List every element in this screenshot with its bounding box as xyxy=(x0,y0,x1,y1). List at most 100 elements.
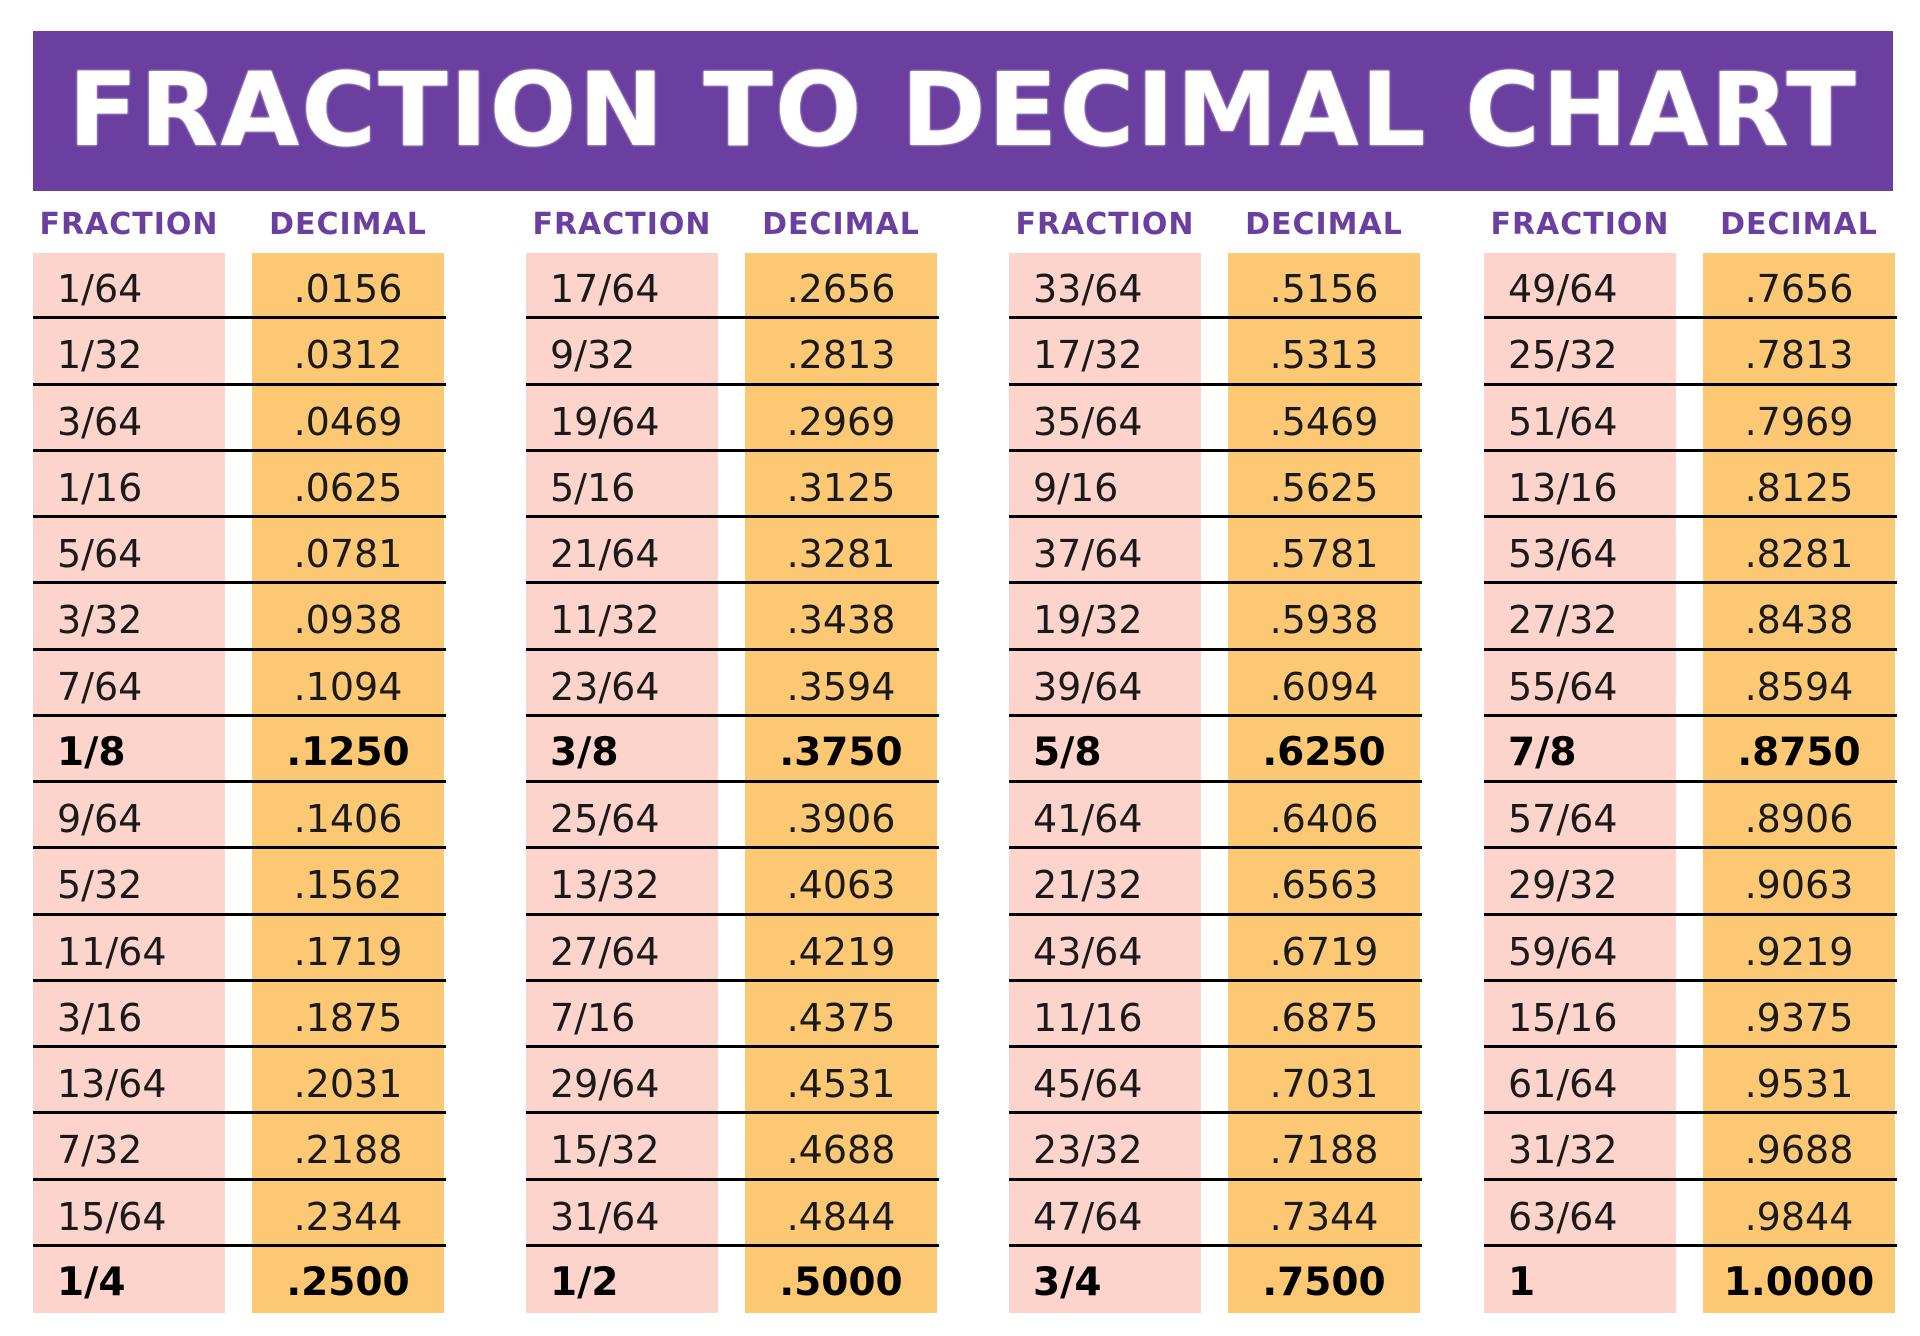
decimal-cell: .4531 xyxy=(786,1062,896,1106)
fraction-cell: 41/64 xyxy=(1033,797,1143,841)
decimal-cell: .0938 xyxy=(293,598,403,643)
table-row: 1/8 .1250 xyxy=(33,717,446,783)
fraction-cell: 3/8 xyxy=(550,729,619,775)
fraction-cell: 47/64 xyxy=(1033,1194,1143,1239)
decimal-cell: .2188 xyxy=(293,1128,403,1173)
row-divider xyxy=(33,713,446,717)
fraction-cell: 39/64 xyxy=(1033,664,1143,709)
decimal-cell: .8125 xyxy=(1744,465,1854,510)
row-divider xyxy=(1009,1111,1422,1115)
table-row: 49/64 .7656 xyxy=(1484,253,1897,320)
table-row: 3/64 .0469 xyxy=(33,386,446,452)
decimal-cell: .3750 xyxy=(779,729,903,775)
table-row: 33/64 .5156 xyxy=(1009,253,1422,320)
fraction-cell: 17/64 xyxy=(550,267,660,311)
decimal-cell: .4219 xyxy=(786,929,896,974)
table-row: 7/8 .8750 xyxy=(1484,717,1897,783)
row-divider xyxy=(33,1243,446,1247)
row-divider xyxy=(1009,1045,1422,1048)
fraction-cell: 37/64 xyxy=(1033,532,1143,576)
fraction-cell: 7/16 xyxy=(550,995,636,1040)
decimal-cell: .3281 xyxy=(786,532,896,576)
decimal-column xyxy=(252,253,444,1313)
table-row: 9/16 .5625 xyxy=(1009,452,1422,518)
fraction-cell: 55/64 xyxy=(1508,664,1618,709)
row-divider xyxy=(526,515,939,518)
decimal-cell: .0625 xyxy=(293,465,403,510)
table-row: 63/64 .9844 xyxy=(1484,1181,1897,1247)
decimal-cell: .2656 xyxy=(786,267,896,311)
fraction-cell: 63/64 xyxy=(1508,1194,1618,1239)
row-divider xyxy=(1009,448,1422,452)
fraction-cell: 13/64 xyxy=(57,1062,167,1106)
fraction-cell: 1/64 xyxy=(57,267,143,311)
fraction-cell: 21/32 xyxy=(1033,863,1143,908)
table-row: 17/64 .2656 xyxy=(526,253,939,320)
decimal-cell: .6250 xyxy=(1262,729,1386,775)
row-divider xyxy=(1484,515,1897,518)
decimal-cell: .8438 xyxy=(1744,598,1854,643)
fraction-cell: 33/64 xyxy=(1033,267,1143,311)
decimal-cell: .2813 xyxy=(786,333,896,378)
fraction-cell: 9/16 xyxy=(1033,465,1119,510)
table-row: 1/32 .0312 xyxy=(33,319,446,386)
decimal-cell: .8906 xyxy=(1744,797,1854,841)
decimal-cell: .1250 xyxy=(286,729,410,775)
decimal-cell: .2031 xyxy=(293,1062,403,1106)
decimal-cell: .7031 xyxy=(1269,1062,1379,1106)
row-divider xyxy=(526,1045,939,1048)
table-row: 45/64 .7031 xyxy=(1009,1048,1422,1115)
decimal-cell: .8594 xyxy=(1744,664,1854,709)
fraction-cell: 5/64 xyxy=(57,532,143,576)
table-rows: 49/64 .7656 25/32 .7813 51/64 .7969 13/16 .8125… xyxy=(1484,253,1897,1313)
row-divider xyxy=(1009,978,1422,982)
row-divider xyxy=(1009,581,1422,585)
fraction-header: FRACTION xyxy=(532,207,712,242)
decimal-cell: .7969 xyxy=(1744,399,1854,444)
fraction-cell: 1/32 xyxy=(57,333,143,378)
row-divider xyxy=(33,581,446,585)
row-divider xyxy=(1484,316,1897,320)
fraction-cell: 49/64 xyxy=(1508,267,1618,311)
fraction-header: FRACTION xyxy=(1490,207,1670,242)
table-row: 39/64 .6094 xyxy=(1009,651,1422,717)
row-divider xyxy=(1009,1243,1422,1247)
row-divider xyxy=(526,316,939,320)
row-divider xyxy=(1484,1045,1897,1048)
row-divider xyxy=(33,1111,446,1115)
decimal-cell: .3438 xyxy=(786,598,896,643)
table-row: 1/16 .0625 xyxy=(33,452,446,518)
fraction-cell: 11/32 xyxy=(550,598,660,643)
row-divider xyxy=(1009,912,1422,916)
decimal-cell: .9063 xyxy=(1744,863,1854,908)
fraction-cell: 29/64 xyxy=(550,1062,660,1106)
fraction-column xyxy=(33,253,225,1313)
fraction-cell: 3/4 xyxy=(1033,1259,1102,1305)
table-row: 27/32 .8438 xyxy=(1484,584,1897,651)
table-row: 41/64 .6406 xyxy=(1009,783,1422,850)
table-row: 3/4 .7500 xyxy=(1009,1247,1422,1313)
row-divider xyxy=(33,382,446,386)
table-row: 11/64 .1719 xyxy=(33,916,446,982)
row-divider xyxy=(526,581,939,585)
decimal-cell: .3125 xyxy=(786,465,896,510)
table-row: 57/64 .8906 xyxy=(1484,783,1897,850)
row-divider xyxy=(33,978,446,982)
decimal-cell: .5781 xyxy=(1269,532,1379,576)
table-row: 17/32 .5313 xyxy=(1009,319,1422,386)
row-divider xyxy=(33,647,446,651)
fraction-cell: 19/32 xyxy=(1033,598,1143,643)
table-row: 47/64 .7344 xyxy=(1009,1181,1422,1247)
decimal-cell: .5156 xyxy=(1269,267,1379,311)
row-divider xyxy=(33,515,446,518)
fraction-cell: 1/16 xyxy=(57,465,143,510)
fraction-cell: 23/64 xyxy=(550,664,660,709)
table-rows: 17/64 .2656 9/32 .2813 19/64 .2969 5/16 .3125 21… xyxy=(526,253,939,1313)
row-divider xyxy=(526,382,939,386)
fraction-cell: 7/8 xyxy=(1508,729,1577,775)
table-row: 7/16 .4375 xyxy=(526,982,939,1048)
decimal-cell: .9844 xyxy=(1744,1194,1854,1239)
decimal-cell: .8750 xyxy=(1737,729,1861,775)
fraction-cell: 3/16 xyxy=(57,995,143,1040)
decimal-cell: .9531 xyxy=(1744,1062,1854,1106)
